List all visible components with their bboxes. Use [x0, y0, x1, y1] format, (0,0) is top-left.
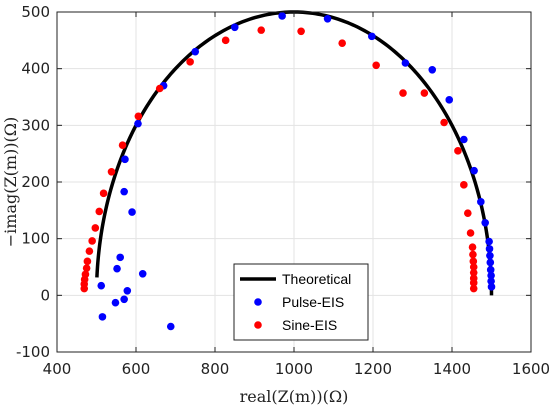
- sine-eis-point: [469, 268, 478, 277]
- pulse-eis-point: [134, 119, 142, 128]
- y-tick-label: 300: [21, 116, 50, 134]
- sine-eis-point: [85, 247, 94, 255]
- sine-eis-point: [186, 58, 194, 66]
- legend-label: Theoretical: [282, 271, 351, 287]
- sine-eis-point: [257, 26, 266, 34]
- pulse-eis-point: [113, 264, 121, 273]
- sine-eis-point: [469, 250, 477, 259]
- pulse-eis-point: [487, 271, 495, 280]
- x-axis-label: real(Z(m))(Ω): [240, 387, 349, 406]
- sine-eis-point: [134, 112, 143, 121]
- sine-eis-point: [221, 36, 230, 45]
- pulse-eis-point: [445, 96, 454, 104]
- sine-eis-point: [469, 284, 478, 293]
- sine-eis-point: [464, 209, 472, 217]
- sine-eis-point: [420, 89, 429, 97]
- x-tick-label: 800: [201, 360, 230, 378]
- pulse-eis-point: [166, 322, 175, 331]
- pulse-eis-point: [486, 251, 494, 260]
- y-tick-label: 500: [21, 3, 50, 21]
- y-tick-label: 400: [21, 60, 50, 78]
- y-tick-label: 0: [40, 286, 50, 304]
- sine-eis-point: [91, 224, 100, 232]
- sine-eis-point: [466, 229, 475, 237]
- x-tick-label: 600: [122, 360, 151, 378]
- legend-label: Pulse-EIS: [282, 294, 344, 310]
- sine-eis-point: [99, 189, 108, 198]
- sine-eis-point: [469, 263, 478, 271]
- pulse-eis-point: [485, 245, 494, 253]
- pulse-eis-point: [111, 298, 120, 307]
- pulse-eis-point: [401, 59, 410, 67]
- sine-eis-point: [80, 284, 89, 293]
- legend-marker-swatch: [254, 321, 262, 329]
- x-tick-label: 400: [43, 360, 72, 378]
- pulse-eis-point: [278, 12, 286, 20]
- sine-eis-point: [118, 141, 127, 149]
- sine-eis-point: [297, 27, 305, 36]
- pulse-eis-point: [428, 66, 437, 74]
- y-tick-label: 200: [21, 173, 50, 191]
- legend: Theoretical Pulse-EIS Sine-EIS: [233, 263, 369, 341]
- pulse-eis-point: [230, 23, 239, 32]
- pulse-eis-point: [477, 198, 485, 206]
- pulse-eis-point: [487, 277, 495, 285]
- pulse-eis-point: [487, 283, 496, 291]
- pulse-eis-point: [120, 187, 128, 196]
- axis-ticks: 400 600 800 1000 1200 1400 1600 -100 0 100 200 300 4…: [16, 3, 550, 378]
- x-tick-label: 1400: [433, 360, 471, 378]
- sine-eis-point: [468, 243, 477, 251]
- sine-eis-point: [399, 89, 407, 97]
- x-tick-label: 1600: [512, 360, 550, 378]
- pulse-eis-point: [481, 219, 489, 227]
- sine-eis-point: [95, 207, 104, 216]
- pulse-eis-point: [460, 135, 468, 144]
- pulse-eis-point: [120, 295, 128, 304]
- pulse-eis-point: [323, 14, 332, 23]
- y-tick-label: 100: [21, 230, 50, 248]
- sine-eis-point: [469, 274, 478, 283]
- x-tick-label: 1200: [354, 360, 392, 378]
- y-tick-label: -100: [16, 343, 50, 361]
- sine-eis-point: [460, 181, 468, 189]
- sine-eis-point: [454, 147, 462, 155]
- pulse-eis-point: [486, 258, 495, 267]
- pulse-eis-point: [485, 237, 493, 246]
- pulse-eis-point: [128, 208, 136, 216]
- pulse-eis-point: [486, 266, 495, 274]
- sine-eis-point: [107, 168, 116, 176]
- sine-eis-point: [440, 118, 448, 127]
- y-axis-label: −imag(Z(m))(Ω): [1, 117, 20, 247]
- sine-eis-point: [372, 61, 380, 70]
- x-tick-label: 1000: [275, 360, 313, 378]
- pulse-eis-point: [98, 313, 107, 321]
- pulse-eis-point: [123, 287, 132, 295]
- pulse-eis-point: [138, 270, 147, 278]
- sine-eis-point: [88, 237, 96, 245]
- sine-eis-point: [338, 39, 346, 47]
- sine-eis-point: [82, 264, 91, 272]
- pulse-eis-point: [191, 47, 200, 56]
- pulse-eis-point: [97, 281, 106, 290]
- pulse-eis-point: [368, 32, 376, 41]
- legend-label: Sine-EIS: [282, 317, 337, 333]
- pulse-eis-point: [470, 166, 478, 175]
- pulse-eis-point: [121, 155, 129, 164]
- sine-eis-point: [155, 84, 164, 93]
- legend-marker-swatch: [254, 298, 262, 306]
- sine-eis-point: [469, 257, 478, 266]
- pulse-eis-point: [116, 253, 124, 262]
- sine-eis-point: [83, 257, 92, 266]
